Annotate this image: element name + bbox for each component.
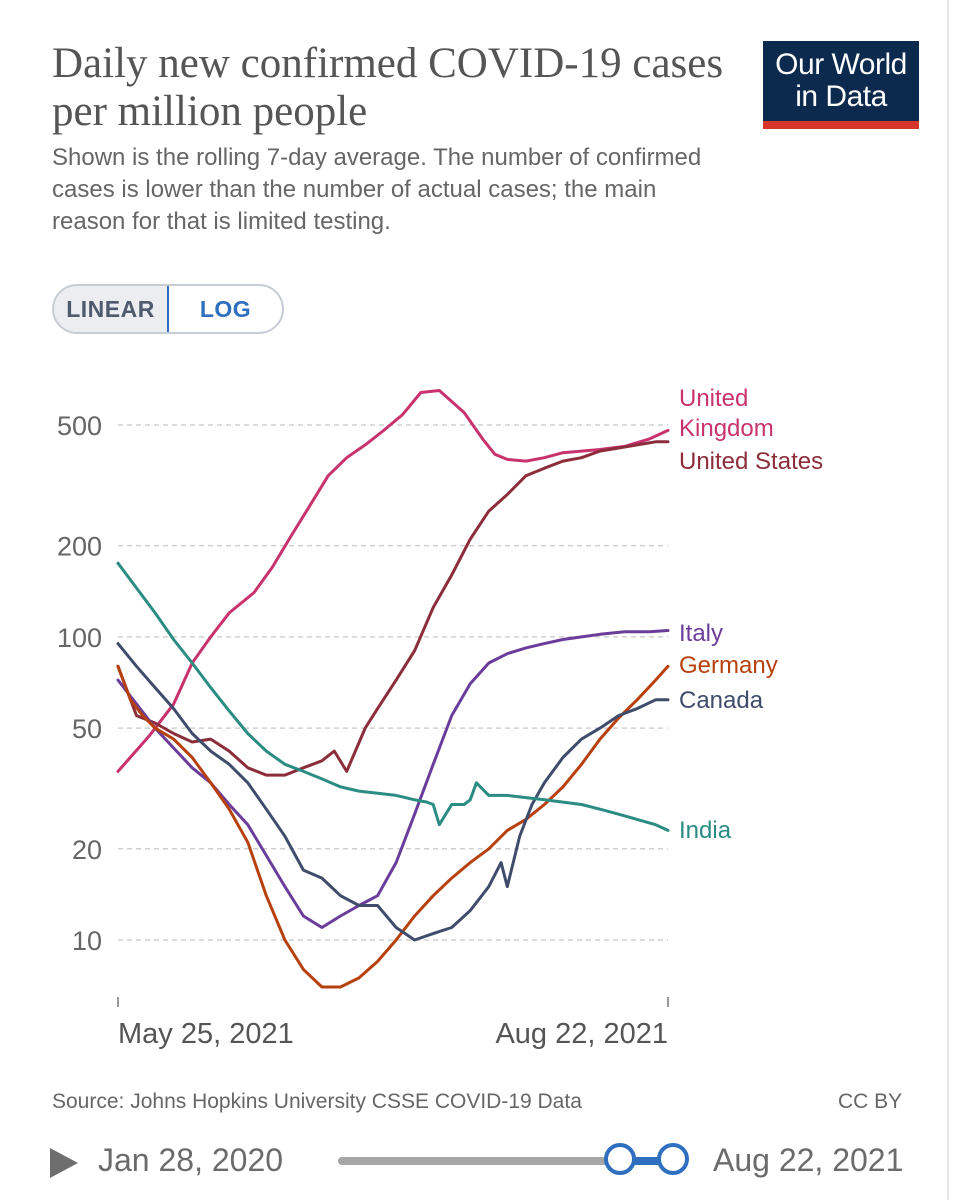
timeline-control: Jan 28, 2020 Aug 22, 2021 [0,1130,947,1190]
y-tick-label: 10 [72,926,102,956]
y-tick-label: 200 [57,532,102,562]
series-label: Germany [679,652,778,679]
log-scale-button[interactable]: LOG [167,286,282,332]
logo-line-1: Our World [775,48,907,81]
linear-scale-button[interactable]: LINEAR [66,295,155,322]
timeline-end-handle[interactable] [657,1143,689,1175]
series-label: India [679,817,732,844]
line-chart: 10 20 50 100 200 500 May 25, 2021 Aug 22, 2021 U… [57,385,823,1050]
license-link[interactable]: CC BY [838,1090,903,1113]
logo-line-2: in Data [795,80,887,113]
timeline-end-label: Aug 22, 2021 [713,1142,904,1178]
series-label: Kingdom [679,415,774,442]
chart-subtitle: Shown is the rolling 7-day average. The … [52,144,702,235]
timeline-start-label: Jan 28, 2020 [98,1142,284,1178]
y-tick-label: 20 [72,835,102,865]
series-line-germany [116,664,670,989]
logo-accent-bar [763,121,919,129]
timeline-start-handle[interactable] [604,1143,636,1175]
source-note[interactable]: Source: Johns Hopkins University CSSE CO… [52,1090,582,1113]
play-icon[interactable] [50,1148,78,1178]
series-label: United States [679,448,823,475]
x-tick-label: May 25, 2021 [118,1018,294,1050]
owid-logo[interactable]: Our World in Data [763,41,919,129]
timeline-selected-range [622,1157,674,1165]
series-line-india [116,561,670,832]
series-label: United [679,385,748,412]
scale-toggle: LINEAR LOG [52,284,284,334]
series-line-united-states [116,440,670,777]
x-tick-label: Aug 22, 2021 [495,1018,668,1050]
series-label: Italy [679,620,723,647]
series-line-united-kingdom [116,389,670,773]
series-label: Canada [679,687,764,714]
y-tick-label: 50 [72,714,102,744]
series-line-canada [116,642,670,942]
timeline-track[interactable] [338,1157,618,1165]
y-tick-label: 100 [57,623,102,653]
chart-title: Daily new confirmed COVID-19 cases per m… [52,40,724,135]
y-tick-label: 500 [57,411,102,441]
